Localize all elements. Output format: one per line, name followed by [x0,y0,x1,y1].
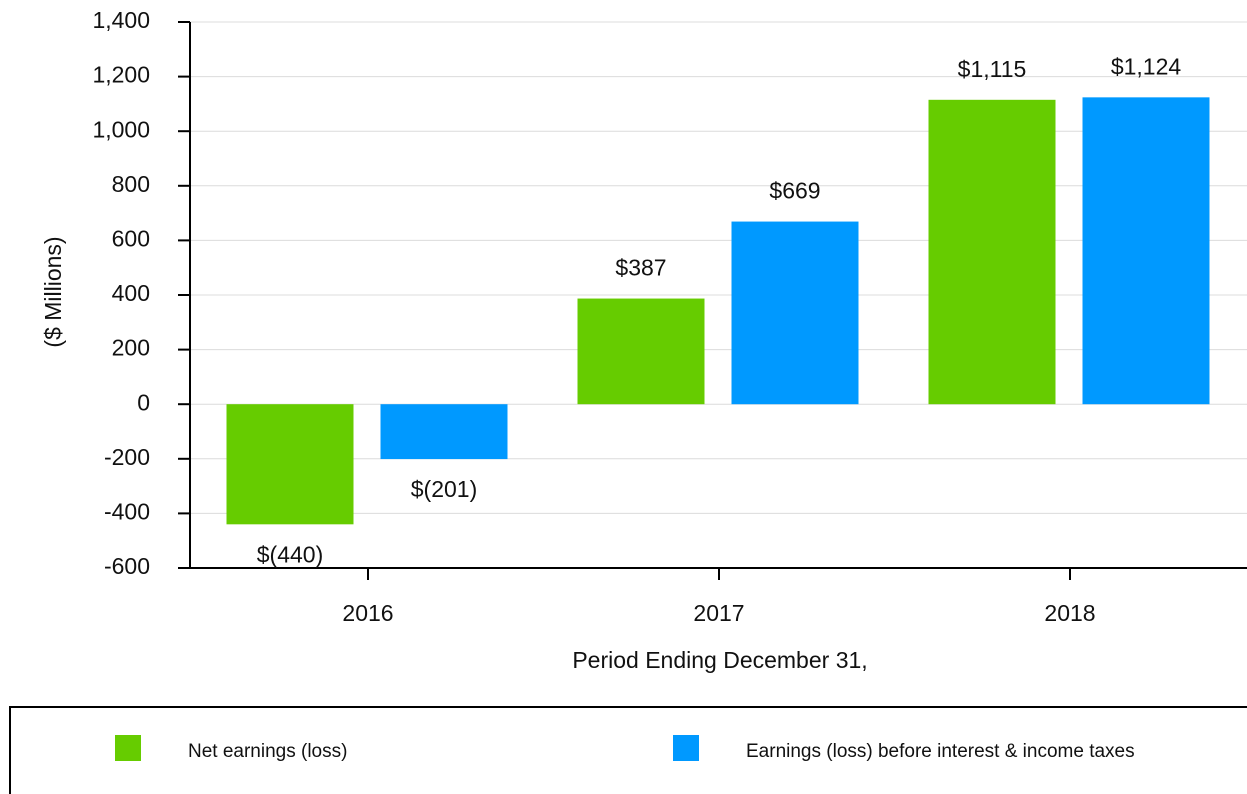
bar [731,221,859,405]
x-tick-label: 2018 [1044,600,1095,626]
x-tick-label: 2016 [342,600,393,626]
legend-swatch [115,735,141,761]
y-tick-label: 800 [112,171,150,197]
data-label: $(201) [411,476,477,502]
data-label: $(440) [257,541,323,567]
x-axis-title: Period Ending December 31, [572,647,867,673]
legend-label: Net earnings (loss) [188,741,347,762]
y-tick-label: 1,400 [92,7,150,33]
y-tick-label: 1,000 [92,116,150,142]
y-tick-label: 600 [112,225,150,251]
y-tick-label: -400 [104,498,150,524]
data-label: $387 [615,255,666,281]
bar [380,404,508,460]
y-tick-label: 200 [112,335,150,361]
bar [226,404,354,525]
data-label: $1,115 [958,56,1027,82]
legend-swatch [673,735,699,761]
data-label: $1,124 [1111,53,1182,79]
data-label: $669 [769,178,820,204]
legend-box [9,706,1247,794]
y-tick-label: 400 [112,280,150,306]
y-tick-label: -200 [104,444,150,470]
legend-label: Earnings (loss) before interest & income… [746,741,1135,762]
y-tick-label: -600 [104,553,150,579]
bar [577,298,705,405]
y-tick-label: 0 [137,389,150,415]
bar [928,99,1056,405]
x-tick-label: 2017 [693,600,744,626]
y-tick-label: 1,200 [92,62,150,88]
y-axis-title: ($ Millions) [40,236,66,347]
bar [1082,97,1210,405]
